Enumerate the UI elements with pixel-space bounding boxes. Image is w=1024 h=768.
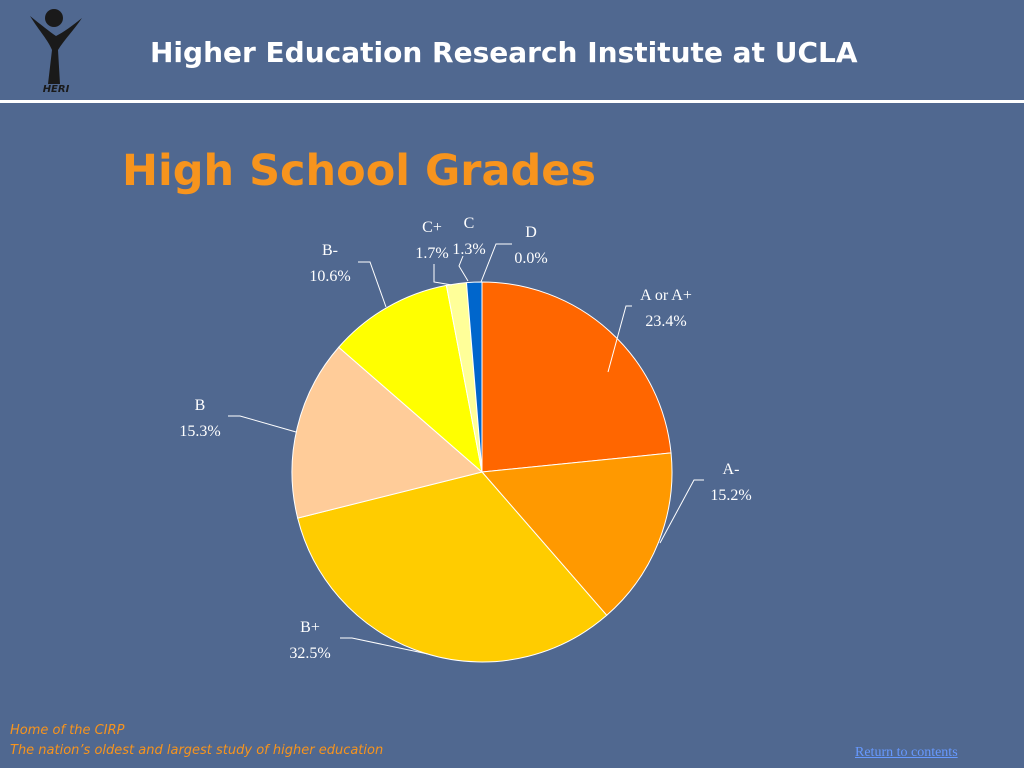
header-title: Higher Education Research Institute at U… [150, 36, 858, 69]
slice-label: A or A+ [640, 287, 692, 304]
chart-title: High School Grades [122, 146, 597, 196]
footer-tagline-1: Home of the CIRP [10, 723, 125, 738]
leader-line [458, 255, 469, 282]
leader-line [607, 305, 632, 373]
slice-label: B- [322, 242, 338, 259]
slice-value-label: 1.3% [452, 241, 485, 258]
pie-slice-a- [480, 452, 673, 617]
slice-label: B+ [300, 619, 320, 636]
logo-text: HERI [43, 84, 70, 94]
leader-line [340, 637, 429, 655]
slice-value-label: 15.3% [179, 423, 220, 440]
leader-line [480, 243, 512, 283]
leader-line [358, 261, 387, 308]
slice-label: D [525, 224, 537, 241]
slice-label: C+ [422, 219, 442, 236]
header-divider [0, 100, 1024, 103]
pie-slice-b [291, 346, 484, 519]
slice-value-label: 1.7% [415, 245, 448, 262]
slice-label: B [195, 397, 206, 414]
slice-value-label: 32.5% [289, 645, 330, 662]
pie-slice-b- [337, 284, 483, 474]
pie-slice-c [465, 281, 483, 473]
footer-tagline-2: The nation’s oldest and largest study of… [10, 743, 384, 758]
leader-line [659, 479, 704, 544]
logo-figure-icon [30, 16, 82, 84]
leader-line [433, 264, 453, 286]
return-to-contents-link[interactable]: Return to contents [855, 745, 958, 760]
logo-head-icon [45, 9, 63, 27]
leader-line [228, 415, 297, 433]
slice-value-label: 0.0% [514, 250, 547, 267]
heri-logo: HERI [30, 9, 82, 94]
slice-value-label: 23.4% [645, 313, 686, 330]
pie-slice-a-or-a- [481, 281, 672, 473]
slice-value-label: 10.6% [309, 268, 350, 285]
slice-label: C [464, 215, 475, 232]
slice-label: A- [723, 461, 740, 478]
slice-value-label: 15.2% [710, 487, 751, 504]
